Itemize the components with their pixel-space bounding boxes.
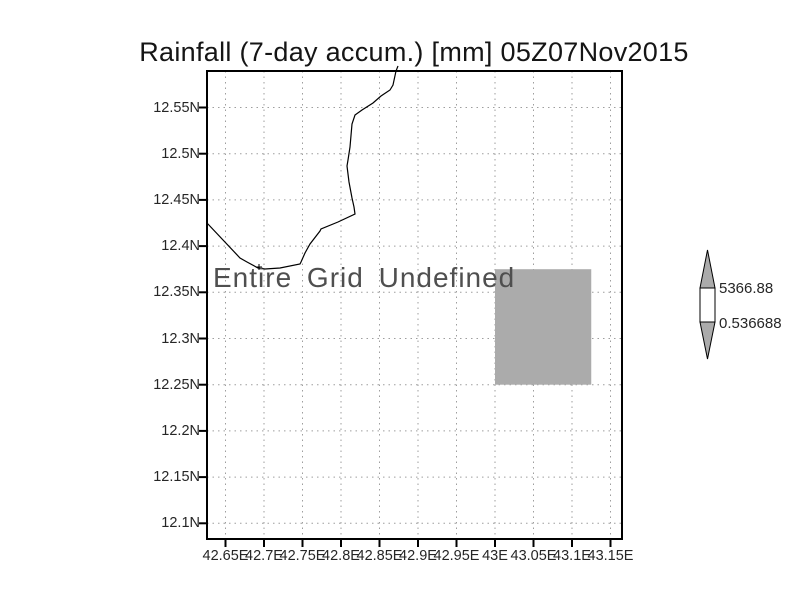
chart-title: Rainfall (7-day accum.) [mm] 05Z07Nov201… [139, 37, 689, 67]
x-axis-tick-label: 42.95E [433, 548, 480, 564]
colorbar-band [699, 287, 716, 323]
y-axis-tick-label: 12.25N [153, 376, 200, 393]
y-axis-tick-label: 12.5N [161, 145, 200, 162]
y-axis-tick-label: 12.1N [161, 515, 200, 532]
x-axis-tick-label: 42.7E [245, 548, 283, 564]
y-axis-tick-label: 12.15N [153, 469, 200, 486]
y-axis-tick-label: 12.35N [153, 284, 200, 301]
colorbar-min-label: 0.536688 [719, 315, 782, 332]
colorbar-max-label: 5366.88 [719, 280, 774, 297]
y-axis-tick-label: 12.45N [153, 191, 200, 208]
x-axis-tick-label: 42.85E [356, 548, 403, 564]
plot-frame [206, 70, 623, 540]
x-axis-tick-label: 42.65E [202, 548, 249, 564]
x-axis-tick-label: 42.8E [322, 548, 360, 564]
x-axis-tick-label: 43.05E [510, 548, 557, 564]
y-axis-tick-label: 12.55N [153, 99, 200, 116]
y-axis-tick-label: 12.3N [161, 330, 200, 347]
grid-undefined-annotation: Entire Grid Undefined [213, 262, 516, 293]
x-axis-tick-label: 42.9E [399, 548, 437, 564]
x-axis-tick-label: 43E [482, 548, 508, 564]
x-axis-tick-label: 43.1E [553, 548, 591, 564]
x-axis-tick-label: 42.75E [279, 548, 326, 564]
x-axis-tick-label: 43.15E [587, 548, 634, 564]
colorbar-lower-arrow [699, 321, 716, 360]
y-axis-tick-label: 12.4N [161, 238, 200, 255]
colorbar-upper-arrow [699, 249, 716, 289]
coastline-path [206, 65, 399, 270]
y-axis-tick-label: 12.2N [161, 422, 200, 439]
shaded-grid-cell [495, 269, 592, 385]
